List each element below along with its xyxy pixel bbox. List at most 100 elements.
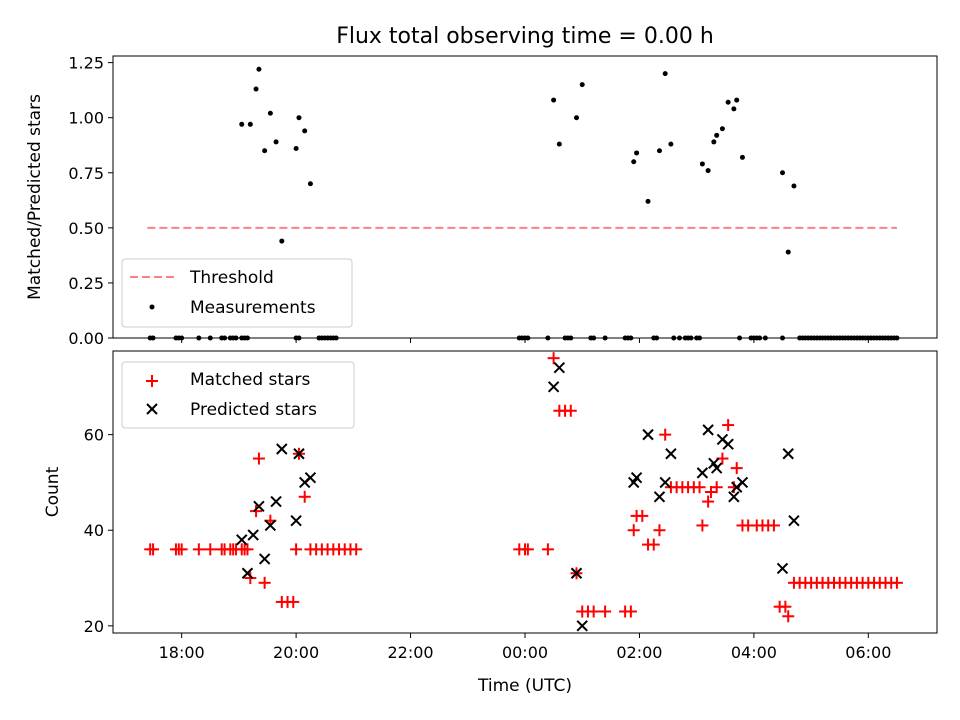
matched-legend-label: Matched stars xyxy=(190,370,310,390)
top-y-axis-label: Matched/Predicted stars xyxy=(25,94,45,300)
top-y-tick-label: 0.00 xyxy=(68,329,104,348)
matched-star-point xyxy=(241,543,254,556)
matched-star-point xyxy=(521,543,534,556)
top-x-axis xyxy=(181,338,869,343)
bottom-x-tick-label: 18:00 xyxy=(159,643,205,662)
top-y-tick-label: 1.25 xyxy=(68,54,104,73)
bottom-x-axis: 18:00 20:00 22:00 00:00 02:00 04:00 06:00 xyxy=(159,633,891,662)
top-y-tick-label: 0.50 xyxy=(68,219,104,238)
measurement-point xyxy=(705,168,711,174)
matched-star-point xyxy=(779,600,792,613)
measurement-point xyxy=(711,139,717,145)
top-legend-box xyxy=(121,258,353,328)
predicted-star-point xyxy=(630,471,643,484)
bottom-x-tick-label: 02:00 xyxy=(616,643,662,662)
predicted-star-point xyxy=(776,562,789,575)
measurement-point xyxy=(556,141,562,147)
bottom-y-tick-label: 60 xyxy=(84,426,104,445)
measurement-point xyxy=(645,198,651,204)
matched-star-point xyxy=(730,462,743,475)
top-y-tick-label: 1.00 xyxy=(68,109,104,128)
predicted-star-point xyxy=(236,534,248,546)
measurement-point xyxy=(307,181,313,187)
bottom-y-tick-label: 40 xyxy=(84,521,104,540)
bottom-x-tick-label: 00:00 xyxy=(502,643,548,662)
measurement-point xyxy=(656,148,662,154)
predicted-star-point xyxy=(258,553,271,565)
measurement-point xyxy=(668,141,674,147)
matched-star-point xyxy=(693,481,706,494)
matched-star-point xyxy=(250,505,263,518)
matched-star-point xyxy=(627,524,640,537)
measurement-point xyxy=(725,99,731,105)
measurements-legend-swatch xyxy=(149,304,155,310)
predicted-star-point xyxy=(782,448,794,460)
measurement-point xyxy=(662,71,668,77)
measurement-point xyxy=(302,128,308,134)
predicted-star-point xyxy=(702,424,714,436)
matched-star-point xyxy=(710,481,723,494)
measurement-point xyxy=(634,150,640,156)
matched-star-point xyxy=(636,509,649,522)
x-axis-label: Time (UTC) xyxy=(477,676,572,696)
matched-star-point xyxy=(547,352,560,365)
measurement-point xyxy=(579,82,585,88)
matched-star-point xyxy=(767,519,780,532)
measurement-point xyxy=(247,121,253,127)
bottom-y-tick-label: 20 xyxy=(84,617,104,636)
matched-star-point xyxy=(647,538,660,551)
measurement-point xyxy=(780,170,785,176)
predicted-star-point xyxy=(247,529,259,541)
predicted-legend-swatch xyxy=(146,403,158,415)
bottom-plot-area xyxy=(144,352,903,632)
predicted-star-point xyxy=(788,514,800,527)
matched-star-point xyxy=(722,419,735,432)
bottom-legend: Matched stars Predicted stars xyxy=(121,361,355,429)
matched-star-point xyxy=(298,490,311,503)
predicted-star-point xyxy=(293,448,305,460)
matched-star-point xyxy=(624,605,637,618)
measurement-point xyxy=(719,126,725,132)
matched-star-point xyxy=(653,524,666,537)
top-panel: 0.00 0.25 0.50 0.75 1.00 1.25 Matched/Predict… xyxy=(25,54,938,348)
measurement-point xyxy=(785,249,791,255)
measurement-point xyxy=(279,238,285,244)
matched-star-point xyxy=(702,495,715,508)
measurements-legend-label: Measurements xyxy=(190,298,316,318)
measurement-point xyxy=(631,159,637,165)
measurement-point xyxy=(273,139,279,145)
measurement-point xyxy=(699,161,705,167)
measurement-point xyxy=(791,183,797,189)
predicted-star-point xyxy=(653,491,666,503)
predicted-star-point xyxy=(696,467,709,479)
predicted-star-point xyxy=(736,476,749,489)
matched-star-point xyxy=(587,605,600,618)
predicted-star-point xyxy=(728,491,740,503)
bottom-x-tick-label: 20:00 xyxy=(273,643,319,662)
bottom-y-axis-label: Count xyxy=(43,466,63,517)
matched-star-point xyxy=(252,452,265,465)
matched-star-point xyxy=(659,428,672,441)
measurement-point xyxy=(253,86,259,92)
matched-star-point xyxy=(192,543,205,556)
bottom-x-tick-label: 22:00 xyxy=(388,643,434,662)
measurement-point xyxy=(293,146,299,152)
measurement-point xyxy=(239,121,245,127)
matched-star-point xyxy=(890,576,903,589)
bottom-x-tick-label: 04:00 xyxy=(731,643,777,662)
matched-star-point xyxy=(696,519,709,532)
matched-legend-swatch xyxy=(146,375,158,387)
predicted-star-point xyxy=(270,495,282,508)
matched-star-point xyxy=(175,543,188,556)
predicted-star-point xyxy=(304,471,317,484)
predicted-star-point xyxy=(570,567,583,579)
predicted-legend-label: Predicted stars xyxy=(190,400,317,420)
predicted-star-point xyxy=(276,443,288,455)
predicted-star-point xyxy=(290,514,302,527)
top-y-tick-label: 0.75 xyxy=(68,164,104,183)
measurement-point xyxy=(734,97,740,103)
predicted-star-point xyxy=(722,438,734,450)
matched-star-point xyxy=(541,543,554,556)
bottom-panel: 20 40 60 18:00 20:00 22:00 00:00 02:00 04:00 06:… xyxy=(43,350,938,696)
